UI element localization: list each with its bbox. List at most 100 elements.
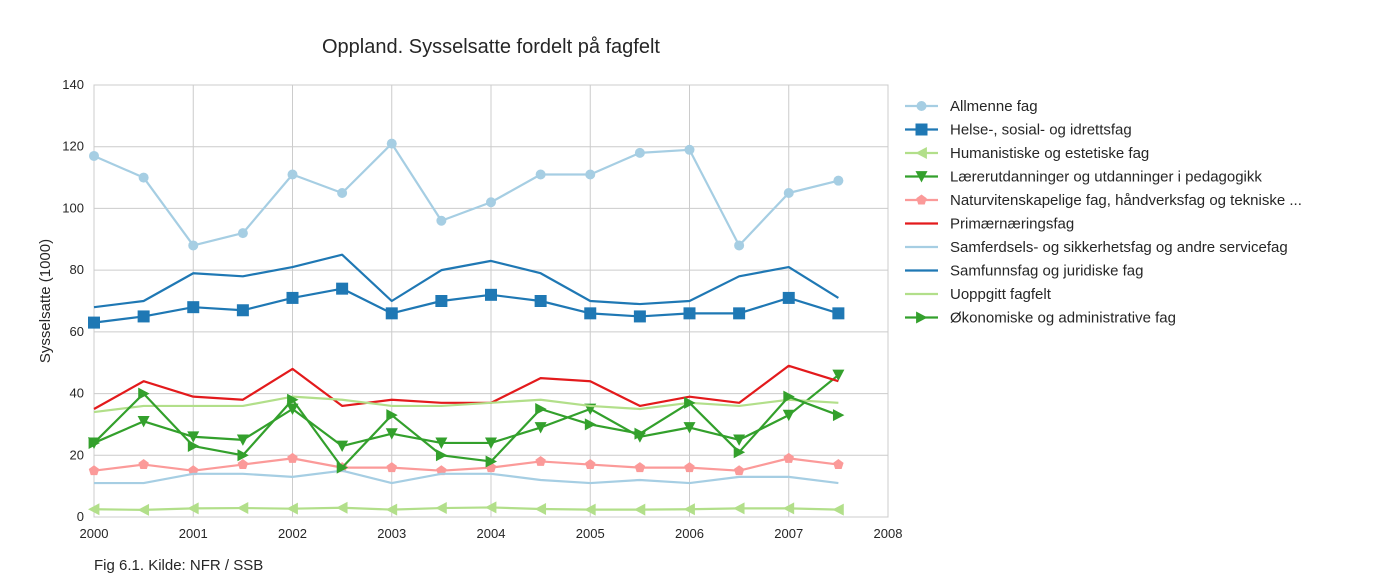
- data-point: [832, 369, 845, 382]
- data-point: [286, 403, 299, 415]
- series-line: [93, 374, 840, 448]
- legend-label: Primærnæringsfag: [950, 216, 1074, 233]
- data-point: [138, 459, 149, 469]
- x-tick-label: 2002: [278, 526, 307, 541]
- data-point: [138, 172, 149, 183]
- series-6: [93, 364, 839, 410]
- data-point: [782, 291, 795, 304]
- series-line: [93, 392, 839, 469]
- series-line: [93, 506, 839, 512]
- data-point: [88, 316, 100, 329]
- data-point: [683, 503, 695, 516]
- data-point: [584, 418, 597, 431]
- data-point: [286, 291, 299, 304]
- x-tick-label: 2001: [179, 526, 208, 541]
- data-point: [633, 310, 646, 323]
- series-5: [88, 452, 844, 476]
- data-point: [585, 459, 596, 469]
- legend-label: Samfunnsfag og juridiske fag: [950, 263, 1143, 280]
- data-point: [733, 307, 746, 320]
- legend-item: Lærerutdanninger og utdanninger i pedago…: [905, 169, 1262, 186]
- series-2: [88, 282, 845, 329]
- data-point: [733, 502, 745, 515]
- series-line: [93, 287, 839, 324]
- data-point: [733, 434, 746, 446]
- tick-labels: 2000 2001 2002 2003 2004 2005 2006 2007 2008 0 20 4…: [62, 77, 902, 541]
- data-point: [486, 197, 496, 208]
- data-point: [187, 431, 200, 443]
- data-point: [782, 502, 795, 515]
- y-axis-label: Sysselsatte (1000): [37, 239, 54, 363]
- data-point: [584, 503, 596, 516]
- y-tick-label: 40: [70, 386, 84, 401]
- legend-item: Humanistiske og estetiske fag: [905, 145, 1149, 162]
- y-tick-label: 20: [70, 447, 84, 462]
- data-point: [287, 452, 298, 463]
- data-point: [287, 169, 298, 180]
- data-point: [88, 465, 100, 476]
- data-point: [237, 459, 249, 469]
- legend-marker: [915, 123, 928, 136]
- legend-item: Helse-, sosial- og idrettsfag: [905, 122, 1132, 139]
- data-point: [832, 409, 845, 422]
- legend: Allmenne fag Helse-, sosial- og idrettsfa…: [905, 98, 1302, 327]
- series-1: [89, 138, 844, 251]
- legend-marker: [915, 147, 927, 159]
- data-point: [634, 462, 646, 473]
- data-point: [535, 455, 546, 466]
- x-tick-label: 2007: [774, 526, 803, 541]
- legend-item: Samferdsels- og sikkerhetsfag og andre s…: [905, 239, 1288, 256]
- series-line: [93, 364, 839, 410]
- series-line: [93, 142, 839, 247]
- data-point: [634, 147, 645, 158]
- data-point: [733, 446, 746, 459]
- data-point: [88, 503, 100, 516]
- data-point: [435, 502, 447, 515]
- legend-label: Uoppgitt fagfelt: [950, 286, 1052, 303]
- x-tick-label: 2006: [675, 526, 704, 541]
- data-point: [386, 138, 397, 149]
- data-point: [534, 422, 547, 434]
- data-point: [138, 387, 150, 400]
- data-point: [684, 396, 696, 409]
- data-point: [734, 240, 745, 251]
- legend-label: Samferdsels- og sikkerhetsfag og andre s…: [950, 239, 1288, 256]
- data-point: [683, 307, 696, 320]
- data-point: [137, 503, 150, 516]
- data-point: [236, 502, 249, 515]
- chart-title: Oppland. Sysselsatte fordelt på fagfelt: [322, 36, 660, 58]
- data-point: [534, 295, 547, 307]
- data-point: [187, 502, 199, 515]
- data-point: [187, 440, 200, 453]
- series-line: [93, 395, 839, 414]
- data-point: [485, 288, 497, 301]
- data-point: [385, 428, 398, 440]
- legend-label: Lærerutdanninger og utdanninger i pedago…: [950, 169, 1262, 186]
- legend-item: Allmenne fag: [905, 98, 1038, 115]
- legend-item: Primærnæringsfag: [905, 216, 1074, 233]
- x-tick-label: 2004: [477, 526, 506, 541]
- data-point: [336, 440, 349, 453]
- data-point: [535, 403, 547, 415]
- data-point: [833, 175, 844, 186]
- data-point: [286, 502, 298, 515]
- legend-item: Uoppgitt fagfelt: [905, 286, 1052, 303]
- data-point: [188, 465, 199, 476]
- data-point: [435, 449, 448, 462]
- data-point: [683, 422, 696, 434]
- data-point: [337, 188, 348, 198]
- data-point: [485, 501, 497, 514]
- data-point: [89, 150, 99, 161]
- y-tick-label: 80: [70, 262, 84, 277]
- legend-label: Naturvitenskapelige fag, håndverksfag og…: [950, 192, 1302, 209]
- legend-label: Humanistiske og estetiske fag: [950, 145, 1149, 162]
- legend-marker: [916, 101, 927, 111]
- data-point: [436, 465, 447, 476]
- x-tick-label: 2000: [80, 526, 109, 541]
- data-point: [833, 459, 844, 469]
- data-point: [386, 409, 398, 422]
- series-3: [88, 501, 844, 516]
- data-point: [88, 436, 100, 449]
- legend-item: Økonomiske og administrative fag: [905, 310, 1176, 327]
